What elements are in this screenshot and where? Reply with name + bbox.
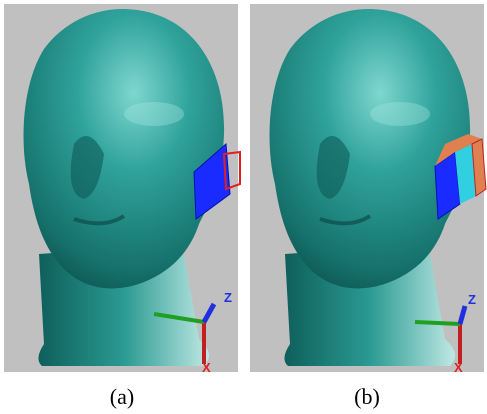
caption: (a)	[110, 384, 134, 409]
axis-z-label: Z	[468, 292, 476, 307]
axis-x-label: X	[454, 360, 463, 375]
caption: (b)	[354, 384, 380, 409]
panel-b: Z X	[250, 4, 486, 375]
panel-a: Z X	[4, 4, 240, 375]
axis-x-label: X	[202, 360, 211, 375]
figure: Z X (a) Z X (b)	[0, 0, 487, 414]
axis-z-label: Z	[224, 290, 232, 305]
